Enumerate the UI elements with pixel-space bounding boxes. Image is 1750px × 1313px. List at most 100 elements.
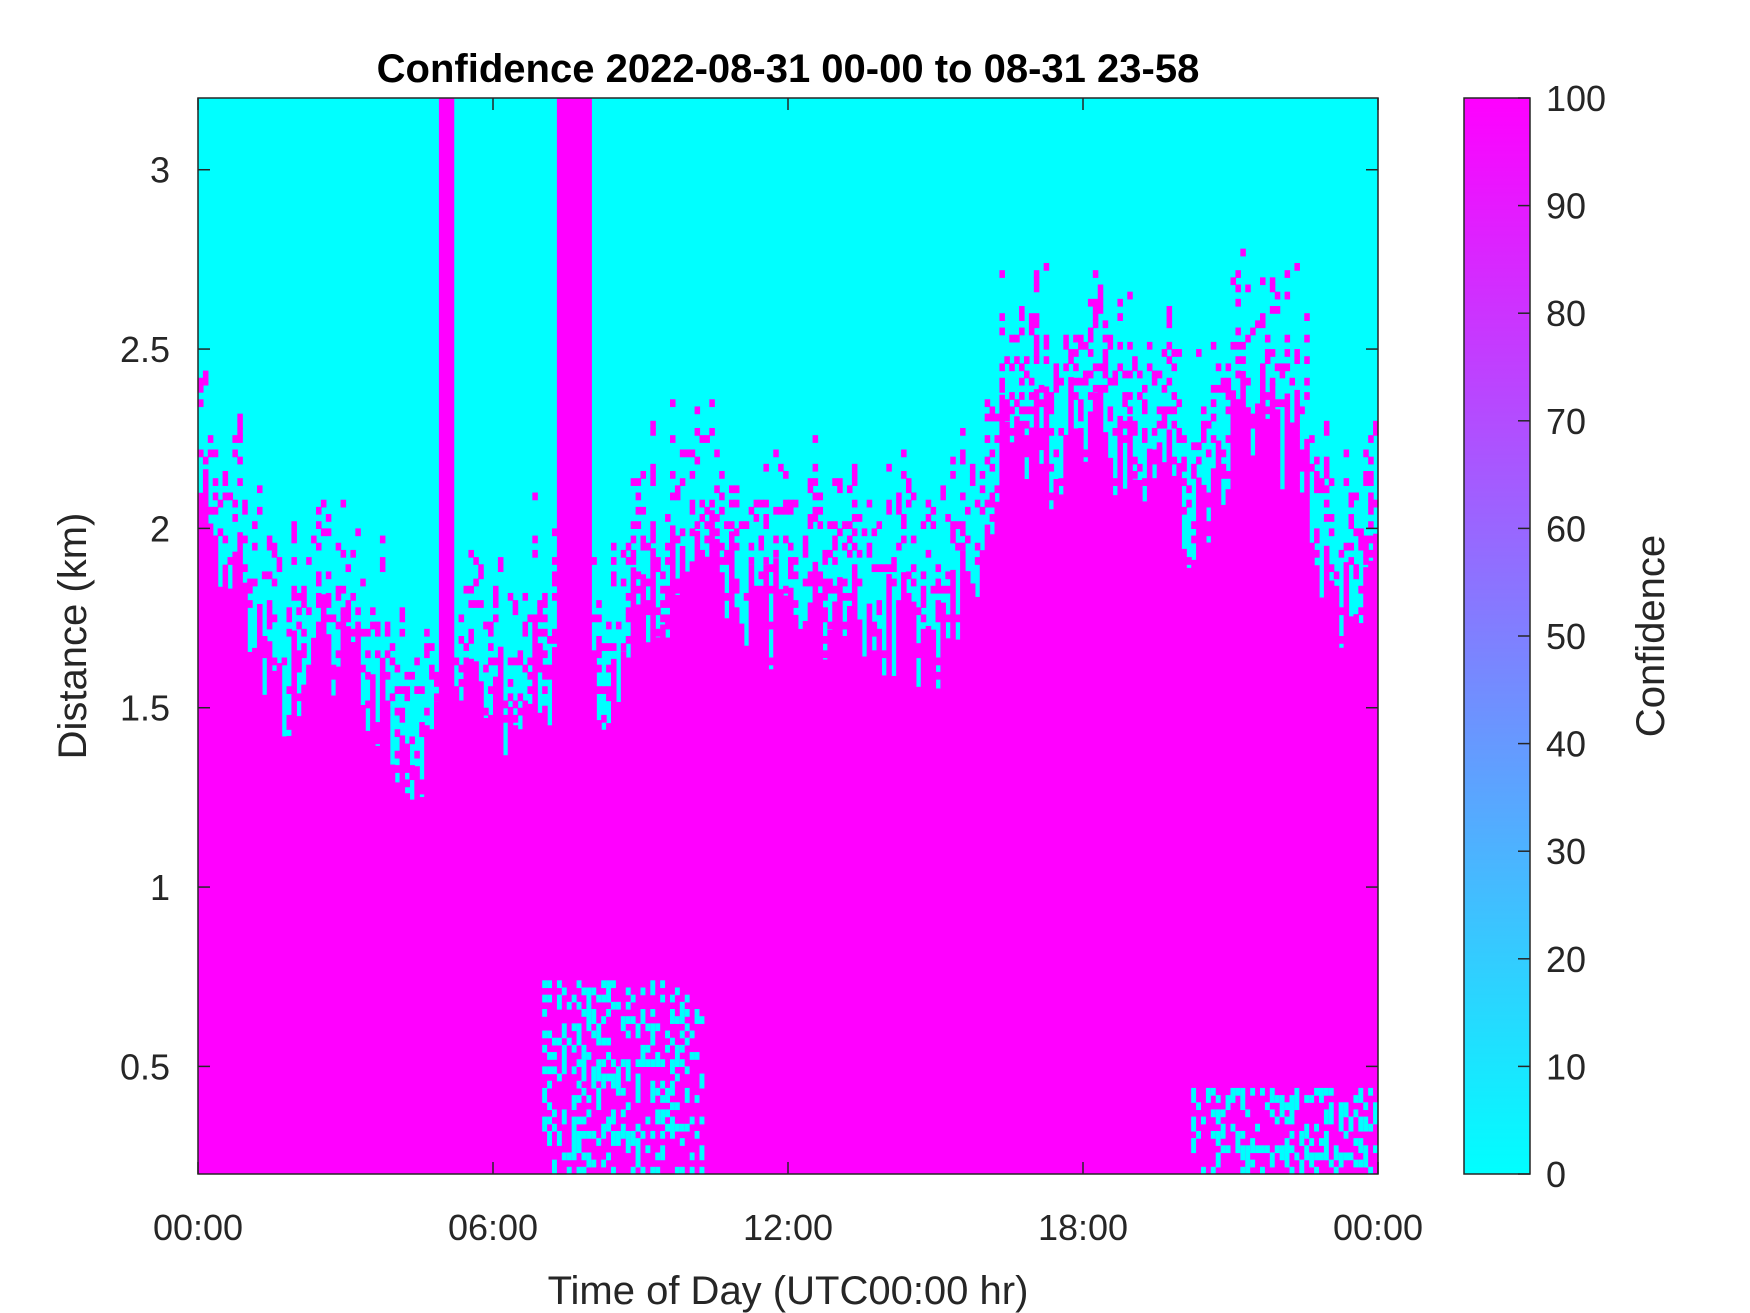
heatmap-cell: [1269, 1159, 1276, 1168]
heatmap-cell: [1181, 435, 1187, 443]
heatmap-cell: [409, 671, 415, 680]
heatmap-cell: [1358, 623, 1364, 1174]
heatmap-cell: [650, 548, 656, 1174]
heatmap-cell: [1201, 427, 1207, 436]
heatmap-cell: [261, 643, 268, 651]
heatmap-cell: [1014, 334, 1020, 343]
heatmap-cell: [635, 571, 642, 580]
heatmap-cell: [493, 600, 499, 608]
heatmap-cell: [1279, 363, 1286, 372]
heatmap-cell: [576, 1130, 583, 1139]
heatmap-cell: [1078, 406, 1084, 415]
heatmap-cell: [483, 707, 489, 716]
heatmap-cell: [311, 535, 317, 544]
heatmap-cell: [1117, 415, 1123, 1174]
heatmap-cell: [571, 994, 578, 1003]
heatmap-cell: [581, 1044, 588, 1053]
heatmap-cell: [522, 664, 529, 673]
heatmap-cell: [1328, 1159, 1335, 1168]
heatmap-cell: [316, 621, 322, 630]
heatmap-cell: [1117, 363, 1123, 372]
heatmap-cell: [1363, 449, 1369, 458]
heatmap-cell: [989, 499, 996, 508]
heatmap-cell: [684, 1037, 691, 1046]
heatmap-cell: [960, 542, 966, 551]
x-tick-label: 06:00: [448, 1207, 538, 1248]
heatmap-cell: [1009, 334, 1015, 343]
heatmap-cell: [684, 1066, 691, 1075]
heatmap-cell: [1269, 1109, 1276, 1118]
heatmap-cell: [1073, 428, 1079, 1174]
heatmap-cell: [556, 98, 563, 1174]
heatmap-cell: [1048, 406, 1055, 415]
heatmap-cell: [1294, 389, 1300, 1174]
heatmap-cell: [468, 628, 474, 637]
heatmap-cell: [370, 674, 376, 1174]
heatmap-cell: [576, 1166, 583, 1174]
heatmap-cell: [1092, 306, 1099, 314]
heatmap-cell: [640, 471, 647, 479]
heatmap-cell: [1368, 560, 1374, 1174]
heatmap-cell: [650, 521, 656, 529]
heatmap-cell: [1304, 438, 1310, 1174]
heatmap-cell: [1122, 392, 1128, 400]
heatmap-cell: [586, 994, 592, 1003]
heatmap-cell: [547, 636, 553, 644]
heatmap-cell: [620, 651, 627, 1174]
heatmap-cell: [1358, 585, 1364, 594]
heatmap-cell: [851, 571, 858, 580]
heatmap-cell: [502, 700, 509, 709]
heatmap-cell: [1191, 1095, 1197, 1103]
heatmap-cell: [935, 585, 942, 594]
heatmap-cell: [1210, 341, 1217, 350]
heatmap-cell: [1009, 363, 1015, 372]
heatmap-cell: [645, 578, 651, 587]
heatmap-cell: [1250, 327, 1256, 336]
heatmap-cell: [497, 564, 504, 573]
heatmap-cell: [635, 1080, 642, 1089]
heatmap-cell: [1220, 384, 1227, 393]
heatmap-cell: [660, 624, 666, 1174]
heatmap-cell: [468, 600, 474, 608]
heatmap-cell: [1338, 1123, 1345, 1132]
heatmap-cell: [404, 757, 411, 766]
heatmap-cell: [325, 600, 332, 608]
heatmap-cell: [625, 1001, 632, 1010]
heatmap-cell: [581, 1052, 588, 1060]
heatmap-cell: [1191, 521, 1197, 529]
heatmap-cell: [940, 485, 946, 494]
heatmap-cell: [960, 449, 966, 458]
heatmap-cell: [1323, 1109, 1330, 1118]
heatmap-cell: [1368, 521, 1374, 529]
heatmap-cell: [458, 679, 465, 687]
heatmap-cell: [837, 478, 843, 486]
heatmap-cell: [596, 636, 602, 644]
heatmap-cell: [783, 471, 789, 479]
heatmap-cell: [1156, 420, 1163, 429]
heatmap-cell: [296, 592, 302, 601]
heatmap-cell: [625, 636, 632, 644]
heatmap-cell: [1250, 1159, 1256, 1168]
heatmap-cell: [620, 1059, 627, 1067]
heatmap-cell: [281, 657, 288, 666]
heatmap-cell: [429, 736, 435, 745]
heatmap-cell: [969, 463, 976, 472]
heatmap-cell: [1137, 392, 1143, 400]
heatmap-cell: [606, 1073, 612, 1082]
heatmap-cell: [920, 642, 927, 1174]
heatmap-cell: [817, 598, 824, 1174]
heatmap-cell: [1063, 363, 1069, 372]
heatmap-cell: [1323, 1087, 1330, 1096]
heatmap-cell: [345, 614, 352, 623]
heatmap-cell: [1038, 467, 1045, 1174]
heatmap-cell: [1353, 564, 1359, 573]
heatmap-cell: [674, 1123, 681, 1132]
heatmap-cell: [1348, 514, 1355, 522]
heatmap-cell: [316, 592, 322, 601]
heatmap-cell: [1196, 1102, 1202, 1111]
heatmap-cell: [591, 650, 597, 659]
heatmap-cell: [301, 650, 307, 659]
heatmap-cell: [965, 535, 971, 544]
heatmap-cell: [1073, 377, 1079, 386]
heatmap-cell: [1319, 597, 1325, 1174]
